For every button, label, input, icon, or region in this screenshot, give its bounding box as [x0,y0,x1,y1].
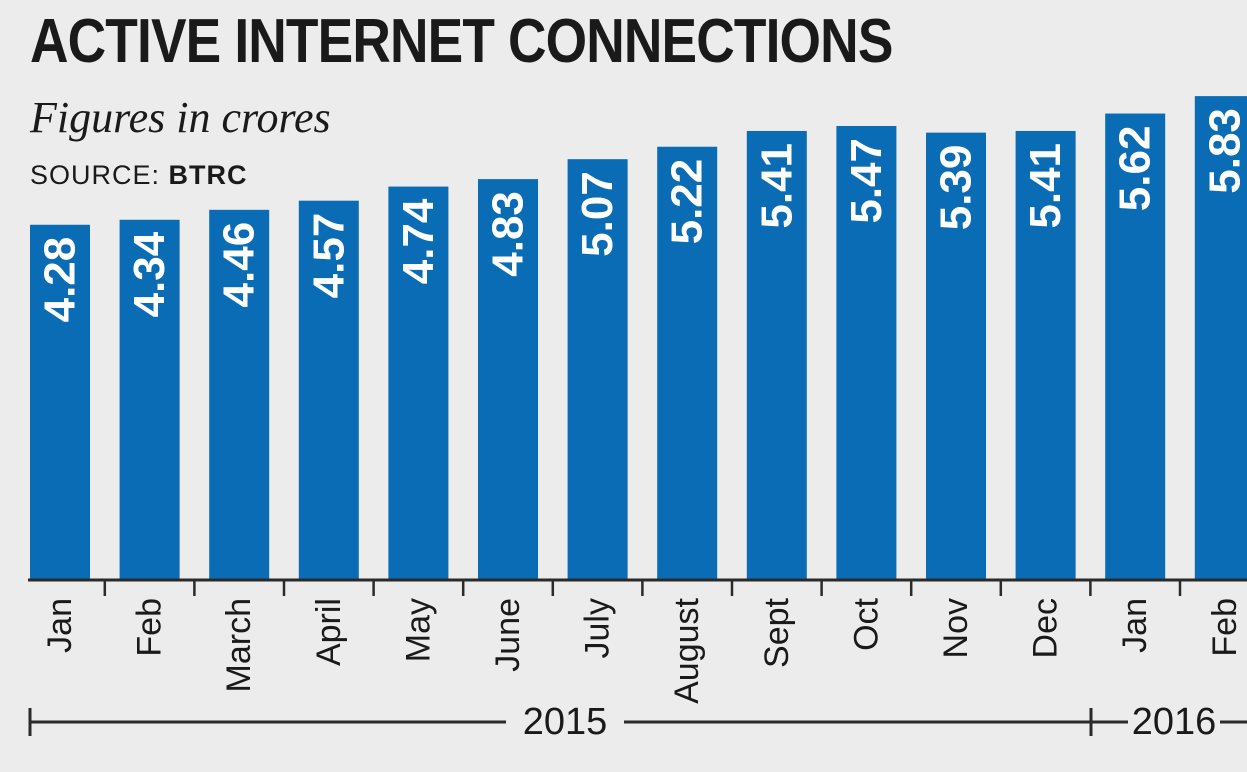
value-label: 5.41 [1021,143,1070,229]
bar [119,219,180,580]
x-axis-ticks [103,580,1182,596]
value-label: 5.39 [932,145,981,231]
category-label: Jan [1116,598,1154,653]
bar [567,159,628,580]
category-label: June [489,598,527,672]
bar [926,132,986,580]
category-label: Feb [1206,598,1244,657]
bar [209,209,270,580]
bar [388,186,449,580]
value-label: 4.83 [484,191,533,277]
bars-group [30,96,1247,581]
source-name: BTRC [168,160,248,190]
year-label: 2016 [1132,701,1217,743]
value-label: 5.07 [573,171,622,257]
bar [746,130,807,580]
source-prefix: SOURCE: [30,160,161,190]
bar [1105,113,1166,580]
category-label: July [579,598,617,658]
category-label: Feb [131,598,169,657]
value-labels-group: 4.28 4.34 4.46 4.57 4.74 4.83 5.07 5.22 5.41 5.47… [36,108,1247,322]
value-label: 5.22 [663,159,712,245]
value-label: 4.34 [125,231,174,317]
chart-title: ACTIVE INTERNET CONNECTIONS [30,7,893,76]
bar [478,179,538,581]
bar [1194,96,1247,581]
category-label: Dec [1027,598,1065,658]
category-label: Jan [41,598,79,653]
value-label: 5.47 [842,138,891,224]
value-label: 4.74 [394,198,443,284]
bar [1015,130,1076,580]
category-labels-group: Jan Feb March April May June July August Sept Oct… [41,597,1244,703]
category-label: March [220,598,258,692]
category-label: Nov [937,598,975,658]
bar [657,146,718,581]
category-label: Oct [847,597,885,650]
value-label: 4.28 [36,237,85,323]
year-groups: 2015 2016 [28,701,1247,743]
value-label: 4.57 [304,213,353,299]
chart-source: SOURCE: BTRC [30,160,248,191]
category-label: April [310,598,348,666]
bar [836,125,897,581]
bar [298,200,359,580]
category-label: Sept [758,597,796,667]
value-label: 5.83 [1200,108,1247,194]
value-label: 5.41 [752,143,801,229]
category-label: May [399,598,437,662]
category-label: August [668,597,706,703]
value-label: 4.46 [215,222,264,308]
value-label: 5.62 [1111,126,1160,212]
chart-subtitle: Figures in crores [30,93,331,142]
bar [30,224,90,580]
year-label: 2015 [523,701,608,743]
